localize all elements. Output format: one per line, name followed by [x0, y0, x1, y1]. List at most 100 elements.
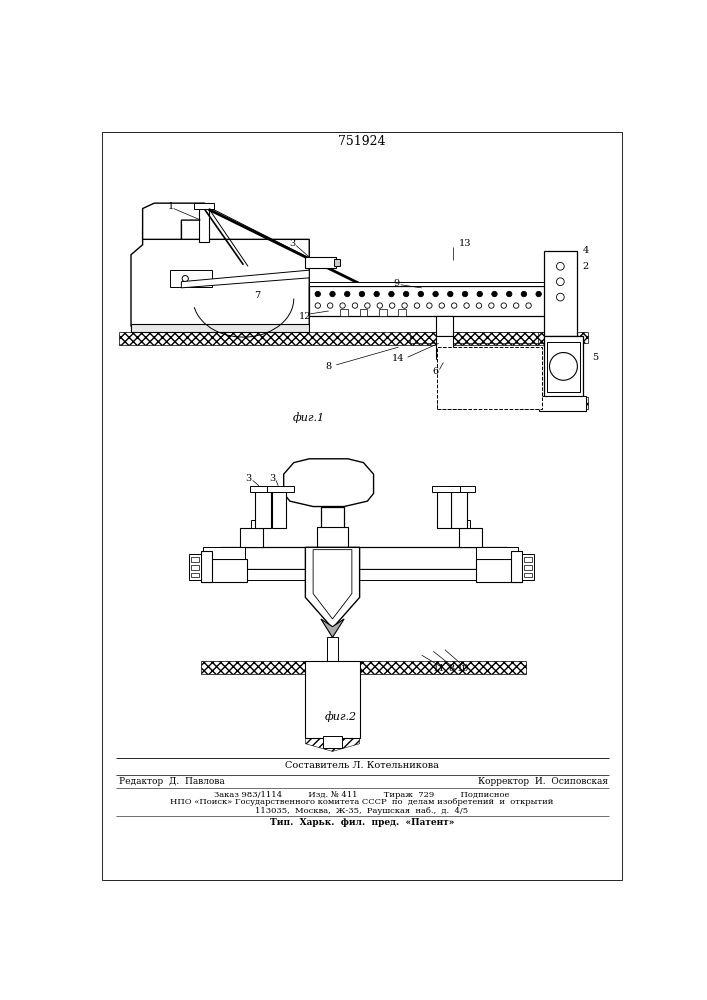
Polygon shape: [131, 224, 309, 326]
Text: 751924: 751924: [338, 135, 386, 148]
Bar: [220, 569, 507, 580]
Circle shape: [365, 303, 370, 308]
Circle shape: [359, 291, 365, 297]
Bar: [433, 486, 460, 492]
Bar: [522, 554, 534, 580]
Bar: [199, 203, 209, 242]
Polygon shape: [305, 736, 360, 751]
Polygon shape: [143, 203, 204, 239]
Bar: [334, 259, 340, 266]
Circle shape: [526, 303, 531, 308]
Text: Составитель Л. Котельникова: Составитель Л. Котельникова: [285, 761, 439, 770]
Text: Тип.  Харьк.  фил.  пред.  «Патент»: Тип. Харьк. фил. пред. «Патент»: [270, 818, 454, 827]
Circle shape: [402, 303, 407, 308]
Circle shape: [492, 291, 497, 297]
Circle shape: [327, 303, 333, 308]
Circle shape: [389, 291, 394, 297]
Text: 3: 3: [269, 474, 275, 483]
Bar: [194, 203, 214, 209]
Circle shape: [404, 291, 409, 297]
Text: 5: 5: [592, 353, 598, 362]
Bar: [547, 342, 580, 392]
Bar: [250, 486, 276, 492]
Bar: [131, 324, 309, 332]
Bar: [220, 547, 507, 569]
Text: фиг.1: фиг.1: [292, 413, 325, 423]
Text: 13: 13: [459, 239, 472, 248]
Bar: [327, 637, 338, 661]
Circle shape: [374, 291, 380, 297]
Circle shape: [448, 291, 453, 297]
Text: НПО «Поиск» Государственного комитета СССР  по  делам изобретений  и  открытий: НПО «Поиск» Государственного комитета СС…: [170, 798, 554, 806]
Bar: [251, 520, 264, 528]
Circle shape: [489, 303, 494, 308]
Circle shape: [390, 303, 395, 308]
Bar: [437, 488, 451, 528]
Text: 113035,  Москва,  Ж-35,  Раушская  наб.,  д.  4/5: 113035, Москва, Ж-35, Раушская наб., д. …: [255, 807, 469, 815]
Bar: [317, 527, 348, 547]
Bar: [323, 736, 341, 748]
Bar: [272, 488, 286, 528]
Bar: [255, 488, 271, 528]
Bar: [524, 557, 532, 562]
Text: 12: 12: [299, 312, 312, 321]
Bar: [203, 547, 245, 559]
Bar: [476, 547, 518, 559]
Circle shape: [344, 291, 350, 297]
Bar: [305, 257, 337, 268]
Circle shape: [452, 303, 457, 308]
Circle shape: [352, 303, 358, 308]
Bar: [360, 309, 368, 316]
Bar: [436, 336, 452, 359]
Text: 1: 1: [168, 202, 174, 211]
Circle shape: [506, 291, 512, 297]
Polygon shape: [410, 332, 554, 343]
Bar: [510, 551, 522, 582]
Polygon shape: [515, 400, 542, 409]
Polygon shape: [437, 400, 464, 409]
Polygon shape: [313, 550, 352, 619]
Bar: [451, 488, 467, 528]
Text: 8: 8: [448, 664, 454, 673]
Bar: [267, 486, 293, 492]
Bar: [524, 565, 532, 570]
Text: 2: 2: [583, 262, 589, 271]
Circle shape: [513, 303, 519, 308]
Circle shape: [439, 303, 445, 308]
Circle shape: [414, 303, 420, 308]
Circle shape: [536, 291, 542, 297]
Bar: [321, 507, 344, 545]
Text: 3: 3: [289, 239, 296, 248]
Polygon shape: [282, 661, 383, 736]
Text: Редактор  Д.  Павлова: Редактор Д. Павлова: [119, 777, 225, 786]
Bar: [436, 316, 452, 336]
Text: 8: 8: [325, 362, 332, 371]
Circle shape: [426, 303, 432, 308]
Text: 9: 9: [394, 279, 400, 288]
Text: 10: 10: [457, 664, 469, 673]
Circle shape: [521, 291, 527, 297]
Polygon shape: [538, 397, 588, 409]
Polygon shape: [182, 270, 309, 288]
Circle shape: [477, 303, 481, 308]
Bar: [458, 520, 470, 528]
Text: фиг.2: фиг.2: [325, 711, 357, 722]
Circle shape: [329, 291, 335, 297]
Circle shape: [315, 291, 320, 297]
Text: Заказ 983/1114          Изд. № 411          Тираж  729          Подписное: Заказ 983/1114 Изд. № 411 Тираж 729 Подп…: [214, 791, 510, 799]
Bar: [437, 347, 542, 409]
Bar: [459, 528, 482, 547]
Text: 14: 14: [392, 354, 404, 363]
Bar: [544, 336, 583, 397]
Text: 4: 4: [583, 246, 589, 255]
Circle shape: [477, 291, 482, 297]
Circle shape: [377, 303, 382, 308]
Circle shape: [315, 303, 320, 308]
Bar: [240, 528, 263, 547]
Text: Корректор  И.  Осиповская: Корректор И. Осиповская: [478, 777, 607, 786]
Bar: [539, 396, 586, 411]
Bar: [201, 559, 247, 582]
Circle shape: [462, 291, 468, 297]
Polygon shape: [538, 332, 588, 343]
Bar: [192, 573, 199, 577]
